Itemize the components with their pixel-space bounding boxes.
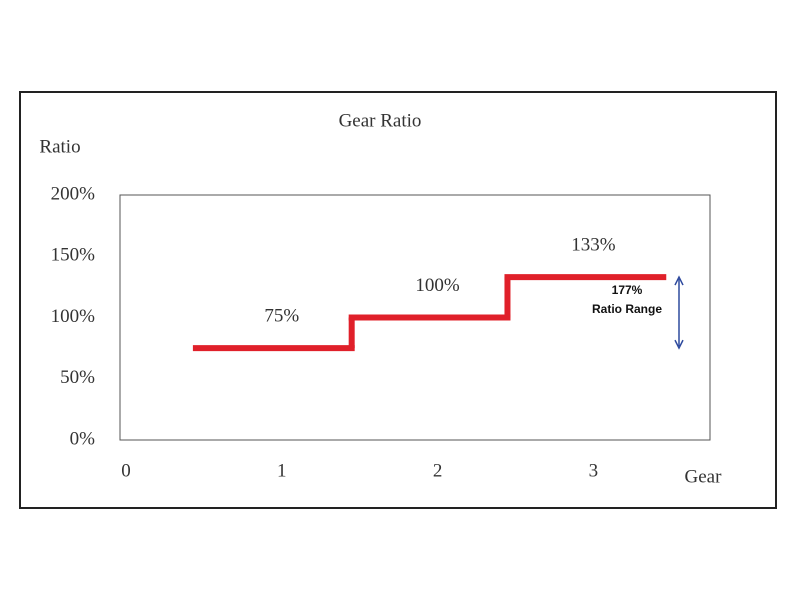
y-axis-label: Ratio [39, 136, 80, 157]
y-tick-label: 0% [70, 428, 96, 449]
plot-area [119, 194, 711, 441]
arrow-head [674, 275, 684, 286]
y-tick-label: 200% [51, 183, 96, 204]
x-tick-label: 2 [433, 460, 443, 481]
y-tick-label: 50% [60, 367, 95, 388]
x-tick-label: 0 [121, 460, 131, 481]
annotation-text: 177% [612, 283, 643, 297]
frame [19, 91, 777, 509]
value-label: 100% [415, 275, 460, 296]
y-tick-label: 100% [51, 306, 96, 327]
chart-title: Gear Ratio [339, 110, 422, 131]
x-axis-label: Gear [685, 466, 723, 487]
x-tick-label: 1 [277, 460, 287, 481]
value-label: 75% [264, 305, 299, 326]
y-tick-label: 150% [51, 245, 96, 266]
annotation-text: Ratio Range [592, 302, 662, 316]
x-tick-label: 3 [589, 460, 599, 481]
value-label: 133% [571, 234, 616, 255]
arrow-head [674, 339, 684, 350]
